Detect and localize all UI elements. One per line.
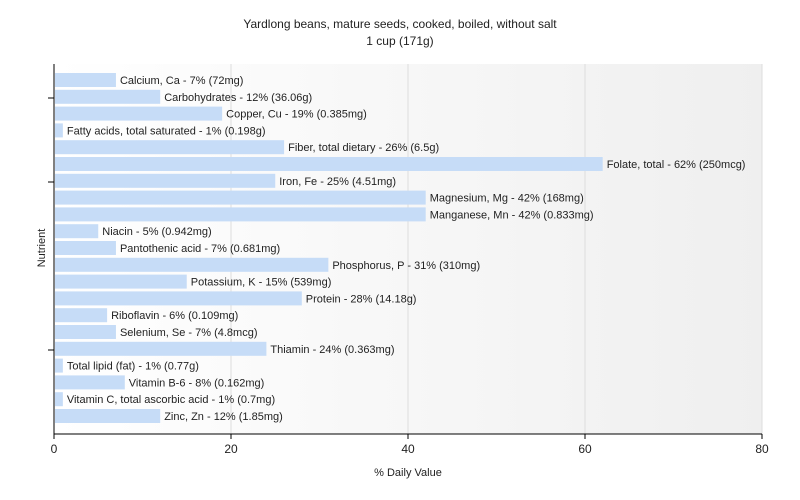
chart-title: Yardlong beans, mature seeds, cooked, bo… (243, 17, 557, 31)
x-tick-label: 0 (51, 442, 58, 456)
bar-label: Selenium, Se - 7% (4.8mcg) (120, 327, 258, 339)
bar-label: Vitamin C, total ascorbic acid - 1% (0.7… (67, 394, 275, 406)
bar (55, 89, 161, 104)
bar-label: Niacin - 5% (0.942mg) (102, 226, 211, 238)
bar-label: Magnesium, Mg - 42% (168mg) (430, 193, 584, 205)
bar (55, 392, 63, 407)
bar-label: Calcium, Ca - 7% (72mg) (120, 75, 243, 87)
bar (55, 73, 116, 87)
bar (55, 106, 223, 121)
chart-subtitle: 1 cup (171g) (366, 34, 433, 48)
x-tick-label: 80 (755, 442, 769, 456)
bar (55, 157, 603, 171)
bar-label: Iron, Fe - 25% (4.51mg) (279, 176, 396, 188)
bar (55, 274, 187, 289)
bar (55, 190, 426, 205)
y-axis-label: Nutrient (36, 229, 48, 268)
grid-lines (230, 64, 763, 434)
bar-label: Fatty acids, total saturated - 1% (0.198… (67, 125, 266, 137)
bar (55, 140, 285, 155)
bar-label: Total lipid (fat) - 1% (0.77g) (67, 361, 199, 373)
bar (55, 325, 116, 339)
bar-label: Folate, total - 62% (250mcg) (607, 159, 746, 171)
bar (55, 224, 99, 239)
bar-label: Protein - 28% (14.18g) (306, 293, 417, 305)
bar (55, 341, 267, 356)
bar-label: Pantothenic acid - 7% (0.681mg) (120, 243, 280, 255)
bar-label: Riboflavin - 6% (0.109mg) (111, 310, 238, 322)
bar-label: Copper, Cu - 19% (0.385mg) (226, 109, 367, 121)
x-axis-label: % Daily Value (374, 467, 442, 479)
x-ticks: 0 20 40 60 80 (51, 434, 769, 456)
bar (55, 291, 302, 306)
x-tick-label: 60 (578, 442, 592, 456)
bar (55, 207, 426, 222)
bar (55, 409, 161, 423)
bar (55, 358, 63, 373)
bar-label: Vitamin B-6 - 8% (0.162mg) (129, 377, 265, 389)
bars: Calcium, Ca - 7% (72mg) Carbohydrates - 1… (55, 73, 745, 423)
bar (55, 375, 125, 390)
bar-label: Thiamin - 24% (0.363mg) (270, 344, 394, 356)
bar-label: Phosphorus, P - 31% (310mg) (332, 260, 480, 272)
bar (55, 257, 329, 272)
bar (55, 123, 63, 138)
bar-label: Potassium, K - 15% (539mg) (191, 277, 332, 289)
bar (55, 173, 276, 188)
x-tick-label: 40 (401, 442, 415, 456)
x-tick-label: 20 (224, 442, 238, 456)
bar-label: Carbohydrates - 12% (36.06g) (164, 92, 312, 104)
bar (55, 241, 116, 255)
bar-label: Manganese, Mn - 42% (0.833mg) (430, 209, 594, 221)
bar-label: Fiber, total dietary - 26% (6.5g) (288, 142, 439, 154)
bar (55, 308, 108, 323)
bar-label: Zinc, Zn - 12% (1.85mg) (164, 411, 283, 423)
